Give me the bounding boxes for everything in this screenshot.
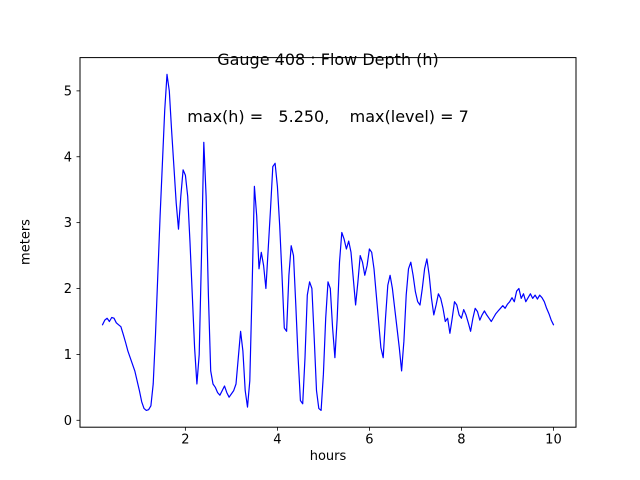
chart-title: Gauge 408 : Flow Depth (h) bbox=[217, 50, 439, 69]
x-tick-label: 4 bbox=[273, 433, 281, 448]
x-tick-label: 10 bbox=[545, 433, 562, 448]
y-tick-label: 0 bbox=[64, 414, 72, 429]
x-tick-label: 6 bbox=[365, 433, 373, 448]
chart-title-block: Gauge 408 : Flow Depth (h) max(h) = 5.25… bbox=[80, 12, 576, 164]
x-axis-label: hours bbox=[309, 449, 347, 464]
x-tick-label: 8 bbox=[457, 433, 465, 448]
y-tick-label: 3 bbox=[64, 216, 72, 231]
y-tick-label: 2 bbox=[64, 282, 72, 297]
x-tick-label: 2 bbox=[181, 433, 189, 448]
y-tick-label: 1 bbox=[64, 348, 72, 363]
chart-subtitle: max(h) = 5.250, max(level) = 7 bbox=[187, 107, 469, 126]
plot-border bbox=[79, 57, 577, 428]
flow-depth-line bbox=[101, 73, 555, 411]
y-tick-label: 4 bbox=[64, 150, 72, 165]
y-tick-label: 5 bbox=[64, 84, 72, 99]
y-axis-label: meters bbox=[18, 219, 34, 265]
